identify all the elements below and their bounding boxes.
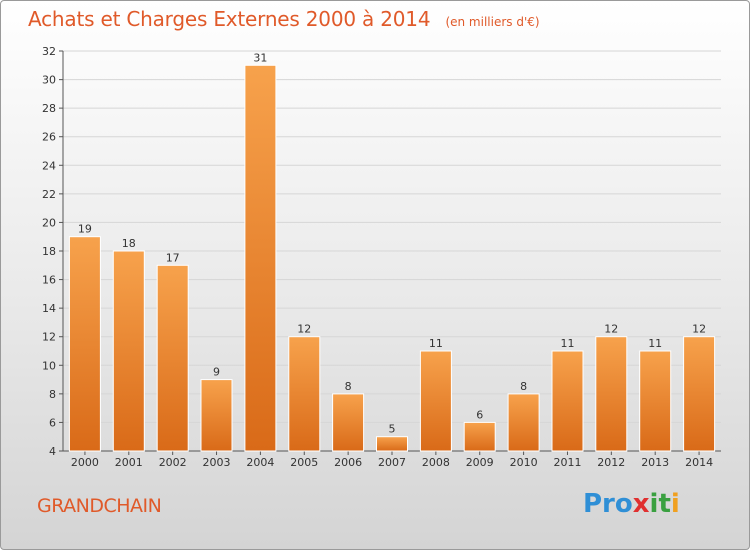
data-label-2010: 8 [520,380,527,393]
bar-2013 [639,350,672,452]
y-tick-label: 22 [42,188,56,201]
x-tick-label-2013: 2013 [641,456,669,469]
x-tick-label-2004: 2004 [246,456,274,469]
proxiti-logo[interactable]: Proxiti [583,489,680,519]
logo-part-2: x [632,489,650,519]
bar-2002 [156,264,189,452]
data-label-2013: 11 [648,337,662,350]
bar-2005 [288,336,321,452]
data-label-2014: 12 [692,323,706,336]
x-tick-label-2005: 2005 [290,456,318,469]
x-tick-label-2000: 2000 [71,456,99,469]
data-label-2002: 17 [166,251,180,264]
bar-2011 [551,350,584,452]
x-tick-label-2012: 2012 [597,456,625,469]
title-row: Achats et Charges Externes 2000 à 2014 (… [28,7,540,31]
x-tick-label-2010: 2010 [510,456,538,469]
bar-2001 [112,250,145,452]
x-tick-label-2007: 2007 [378,456,406,469]
x-tick-label-2014: 2014 [685,456,713,469]
data-label-2004: 31 [253,51,267,64]
chart-unit: (en milliers d'€) [445,15,540,29]
y-tick-label: 24 [42,159,56,172]
y-tick-label: 28 [42,102,56,115]
y-tick-label: 20 [42,216,56,229]
x-tick-label-2006: 2006 [334,456,362,469]
data-label-2001: 18 [122,237,136,250]
commune-name: GRANDCHAIN [37,495,162,517]
data-label-2008: 11 [429,337,443,350]
data-label-2006: 8 [345,380,352,393]
data-label-2012: 12 [604,323,618,336]
bar-2009 [463,421,496,452]
labels: 4 6 8 10 12 14 16 18 20 22 24 26 28 30 32 19 2000 18 2001 1… [42,45,713,469]
x-tick-label-2009: 2009 [466,456,494,469]
bar-2014 [683,336,716,452]
y-tick-label: 18 [42,245,56,258]
y-tick-label: 30 [42,74,56,87]
y-tick-label: 8 [49,388,56,401]
bar-2004 [244,64,277,452]
data-label-2000: 19 [78,223,92,236]
bar-2010 [507,393,540,452]
x-tick-label-2008: 2008 [422,456,450,469]
x-tick-label-2003: 2003 [203,456,231,469]
logo-part-3: it [649,489,671,519]
x-tick-label-2002: 2002 [159,456,187,469]
bar-2008 [419,350,452,452]
x-tick-label-2001: 2001 [115,456,143,469]
data-label-2007: 5 [389,423,396,436]
x-tick-label-2011: 2011 [554,456,582,469]
y-tick-label: 4 [49,445,56,458]
chart-title: Achats et Charges Externes 2000 à 2014 [28,7,431,31]
data-label-2011: 11 [561,337,575,350]
logo-part-1: Pro [583,489,633,519]
logo-part-4: i [670,489,680,519]
y-tick-label: 6 [49,416,56,429]
y-tick-label: 14 [42,302,56,315]
bar-2003 [200,379,233,452]
bar-2007 [376,436,408,452]
y-tick-label: 12 [42,331,56,344]
data-label-2009: 6 [476,408,483,421]
bar-2000 [68,236,101,452]
data-label-2005: 12 [297,323,311,336]
y-tick-label: 32 [42,45,56,58]
data-label-2003: 9 [213,366,220,379]
bar-2006 [332,393,365,452]
bar-2012 [595,336,628,452]
y-tick-label: 10 [42,359,56,372]
y-tick-label: 26 [42,131,56,144]
y-tick-label: 16 [42,274,56,287]
bars [68,64,716,452]
